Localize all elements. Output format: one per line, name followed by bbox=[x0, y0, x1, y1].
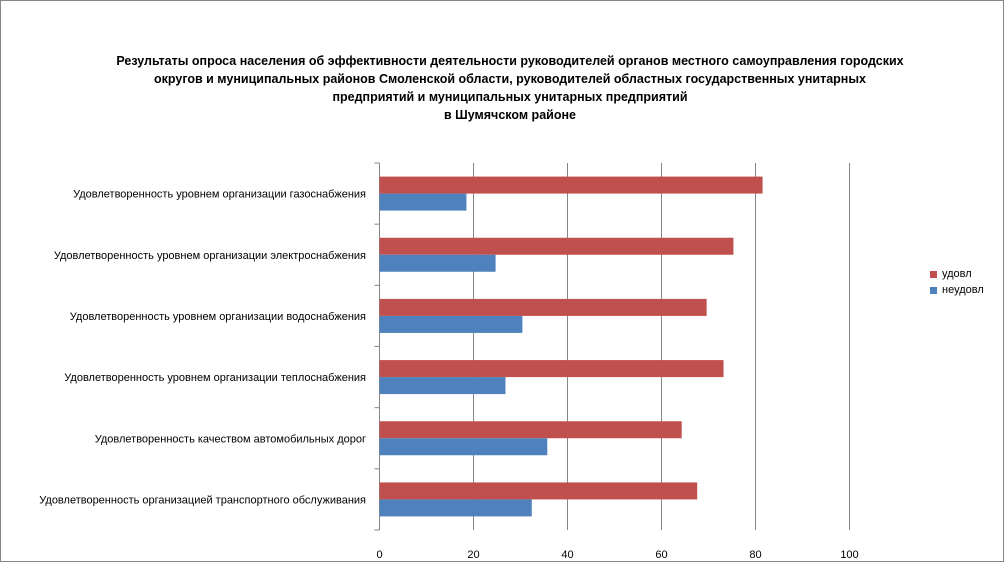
category-label: Удовлетворенность уровнем организации эл… bbox=[54, 250, 366, 262]
legend-label: неудовл bbox=[942, 284, 984, 296]
legend-swatch bbox=[930, 270, 937, 278]
category-label: Удовлетворенность уровнем организации га… bbox=[73, 189, 366, 201]
category-label: Удовлетворенность организацией транспорт… bbox=[39, 494, 366, 506]
legend-swatch bbox=[930, 286, 937, 294]
x-tick-label: 40 bbox=[561, 549, 573, 561]
bar-udovl bbox=[379, 176, 763, 194]
legend: удовл неудовл bbox=[930, 266, 984, 298]
category-label: Удовлетворенность уровнем организации те… bbox=[64, 372, 366, 384]
title-line: Результаты опроса населения об эффективн… bbox=[116, 54, 904, 68]
bar-neudovl bbox=[379, 499, 532, 517]
bar-neudovl bbox=[379, 254, 496, 272]
x-tick-label: 100 bbox=[840, 549, 858, 561]
title-line: округов и муниципальных районов Смоленск… bbox=[154, 72, 866, 86]
legend-label: удовл bbox=[942, 268, 972, 280]
legend-item-neudovl: неудовл bbox=[930, 282, 984, 298]
x-tick-label: 20 bbox=[467, 549, 479, 561]
bar-udovl bbox=[379, 237, 734, 255]
bar-neudovl bbox=[379, 193, 467, 211]
x-tick-label: 60 bbox=[655, 549, 667, 561]
bar-udovl bbox=[379, 421, 682, 439]
x-tick-label: 0 bbox=[376, 549, 382, 561]
x-tick-label: 80 bbox=[749, 549, 761, 561]
category-label: Удовлетворенность качеством автомобильны… bbox=[95, 433, 366, 445]
title-line: предприятий и муниципальных унитарных пр… bbox=[332, 90, 688, 104]
bar-udovl bbox=[379, 298, 707, 316]
bar-neudovl bbox=[379, 315, 523, 333]
bar-udovl bbox=[379, 482, 698, 500]
bar-neudovl bbox=[379, 438, 548, 456]
chart-title: Результаты опроса населения об эффективн… bbox=[60, 52, 960, 124]
legend-item-udovl: удовл bbox=[930, 266, 984, 282]
bar-udovl bbox=[379, 360, 724, 378]
bar-neudovl bbox=[379, 377, 506, 395]
category-label: Удовлетворенность уровнем организации во… bbox=[70, 311, 366, 323]
title-line: в Шумячском районе bbox=[444, 108, 576, 122]
